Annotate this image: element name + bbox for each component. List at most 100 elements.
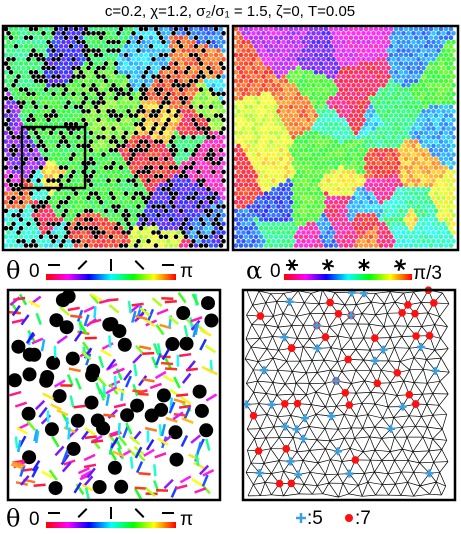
particle — [433, 26, 439, 32]
particle — [436, 48, 441, 53]
particle — [283, 234, 289, 240]
particle — [343, 44, 349, 49]
mesh-edge — [421, 324, 435, 327]
rod-particle — [176, 393, 189, 397]
particle — [336, 160, 341, 166]
particle — [253, 78, 259, 84]
particle — [343, 113, 349, 118]
particle — [111, 74, 116, 79]
particle — [98, 26, 104, 32]
particle — [153, 87, 159, 92]
particle — [216, 204, 221, 209]
particle — [81, 230, 86, 235]
particle — [166, 230, 171, 235]
particle — [446, 212, 451, 218]
particle — [311, 83, 316, 88]
particle — [406, 230, 411, 235]
particle — [391, 212, 396, 218]
particle — [263, 225, 269, 231]
particle — [108, 26, 114, 32]
particle — [411, 160, 416, 166]
particle — [156, 100, 161, 105]
particle — [243, 199, 249, 205]
particle — [351, 100, 356, 105]
particle — [128, 139, 134, 144]
particle — [168, 182, 174, 188]
particle — [78, 182, 84, 188]
particle — [168, 165, 174, 170]
particle — [321, 31, 326, 36]
particle — [186, 238, 191, 244]
particle — [431, 204, 436, 209]
particle — [71, 169, 76, 175]
particle — [76, 221, 81, 227]
particle — [48, 35, 54, 40]
particle — [233, 199, 239, 205]
particle — [86, 169, 91, 175]
particle — [428, 52, 434, 58]
particle — [448, 52, 454, 58]
particle — [203, 217, 209, 222]
particle — [421, 238, 426, 244]
particle — [143, 130, 149, 136]
particle — [408, 165, 414, 170]
particle — [293, 113, 299, 118]
particle — [108, 52, 114, 58]
particle — [271, 117, 276, 123]
particle — [131, 221, 136, 227]
particle — [251, 109, 256, 114]
particle — [431, 74, 436, 79]
particle — [156, 117, 161, 123]
particle — [343, 139, 349, 144]
rod-particle — [137, 375, 148, 387]
particle — [106, 135, 111, 140]
particle — [378, 234, 384, 240]
particle — [233, 44, 239, 49]
particle — [86, 31, 91, 36]
particle — [286, 109, 291, 114]
particle — [201, 238, 206, 244]
particle — [323, 130, 329, 136]
particle — [406, 48, 411, 53]
particle — [298, 44, 304, 49]
particle — [241, 186, 246, 192]
particle — [18, 78, 24, 84]
particle — [163, 78, 169, 84]
particle — [193, 165, 199, 170]
particle — [243, 139, 249, 144]
particle — [106, 204, 111, 209]
particle — [423, 87, 429, 92]
particle — [296, 160, 301, 166]
particle — [41, 169, 46, 175]
particle — [388, 130, 394, 136]
particle — [268, 234, 274, 240]
particle — [218, 78, 224, 84]
particle — [313, 130, 319, 136]
rod-particle — [108, 449, 117, 461]
particle — [178, 122, 184, 127]
particle — [263, 139, 269, 144]
particle — [56, 152, 61, 157]
particle — [58, 173, 64, 179]
particle — [451, 230, 456, 235]
particle — [446, 238, 451, 244]
particle — [376, 135, 381, 140]
particle — [398, 113, 404, 118]
mesh-edge — [375, 314, 385, 327]
particle — [118, 182, 124, 188]
particle — [61, 238, 66, 244]
particle — [366, 204, 371, 209]
particle — [256, 39, 261, 45]
particle — [131, 74, 136, 79]
rod-particle — [9, 390, 22, 397]
particle — [138, 52, 144, 58]
particle — [128, 147, 134, 153]
particle — [313, 70, 319, 75]
particle — [238, 156, 244, 162]
particle — [91, 83, 96, 88]
particle — [381, 74, 386, 79]
particle — [143, 87, 149, 92]
particle — [333, 234, 339, 240]
particle — [196, 117, 201, 123]
particle — [206, 230, 211, 235]
